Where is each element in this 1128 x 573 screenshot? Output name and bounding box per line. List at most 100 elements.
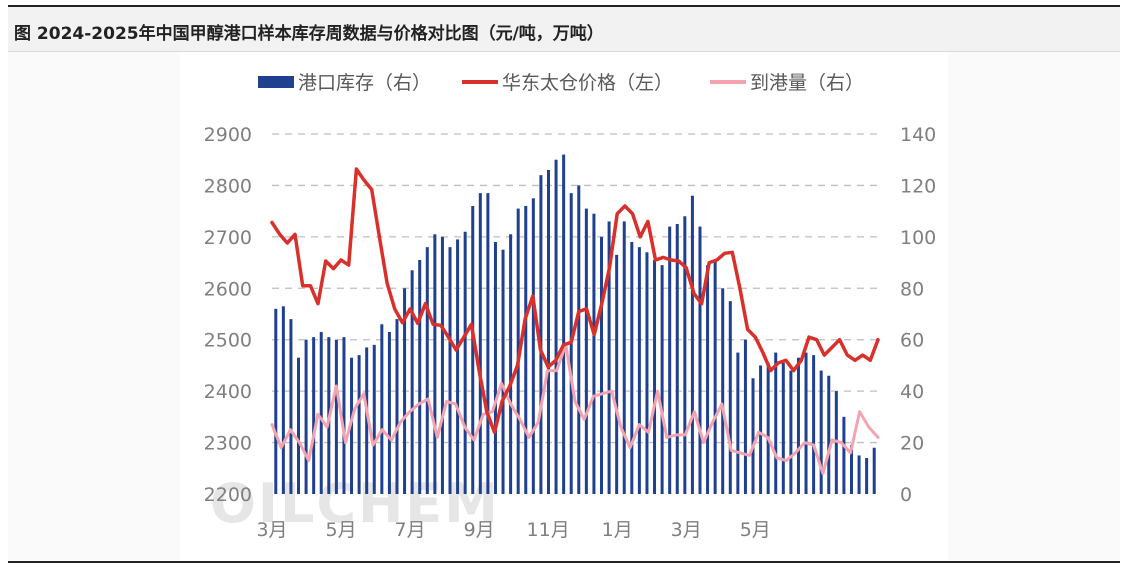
bar-inventory [509, 234, 513, 495]
bar-inventory [531, 198, 535, 495]
bar-inventory [357, 355, 361, 494]
chart-panel: OILCHEM 2900 2800 2700 2600 2500 2400 2300 2200… [180, 52, 948, 560]
bar-inventory [471, 206, 475, 494]
bar-inventory [819, 370, 823, 494]
bar-inventory [319, 332, 323, 494]
bar-inventory [637, 247, 641, 494]
bar-inventory [668, 226, 672, 495]
bar-inventory [448, 247, 452, 494]
x-axis-tick-label: 5月 [740, 519, 771, 541]
bar-inventory [872, 447, 876, 494]
right-axis-tick-label: 40 [900, 381, 924, 403]
bar-inventory [577, 185, 581, 494]
bar-inventory [766, 362, 770, 494]
line-price [270, 167, 880, 435]
bar-inventory [743, 339, 747, 494]
bar-inventory [759, 365, 763, 494]
line-series [270, 167, 880, 475]
bar-inventory [562, 154, 566, 495]
x-axis-tick-label: 5月 [325, 519, 356, 541]
axis-labels: 2900 2800 2700 2600 2500 2400 2300 2200 140 120 10… [204, 124, 937, 541]
bar-inventory [554, 159, 558, 494]
bar-inventory [736, 352, 740, 494]
legend-swatch-bar [258, 76, 294, 88]
bar-series-inventory [274, 154, 876, 495]
bar-inventory [607, 221, 611, 494]
bar-inventory [630, 242, 634, 494]
right-axis-tick-label: 60 [900, 330, 924, 352]
bar-inventory [456, 239, 460, 494]
bar-inventory [463, 231, 467, 494]
x-axis-tick-label: 1月 [602, 519, 633, 541]
left-axis-tick-label: 2700 [204, 227, 252, 249]
bar-inventory [312, 337, 316, 494]
bar-inventory [796, 357, 800, 494]
figure-title: 图 2024-2025年中国甲醇港口样本库存周数据与价格对比图（元/吨，万吨） [14, 24, 604, 44]
bar-inventory [281, 306, 285, 494]
bar-inventory [690, 195, 694, 494]
right-axis-tick-label: 100 [900, 227, 936, 249]
x-axis-tick-label: 3月 [671, 519, 702, 541]
bar-inventory [721, 288, 725, 494]
right-axis-tick-label: 80 [900, 278, 924, 300]
bar-inventory [403, 288, 407, 494]
chart-svg: OILCHEM 29002800270026002500240023002200… [204, 72, 937, 541]
bar-inventory [304, 339, 308, 494]
left-axis-tick-label: 2800 [204, 175, 252, 197]
bar-inventory [584, 208, 588, 495]
bar-inventory [622, 221, 626, 494]
bar-inventory [440, 236, 444, 494]
left-axis-tick-label: 2600 [204, 278, 252, 300]
bar-inventory [433, 234, 437, 495]
left-axis-tick-label: 2400 [204, 381, 252, 403]
left-axis-tick-label: 2200 [204, 484, 252, 506]
bar-inventory [615, 254, 619, 494]
left-axis-tick-label: 2300 [204, 433, 252, 455]
bar-inventory [289, 319, 293, 494]
bar-inventory [789, 370, 793, 494]
bar-inventory [660, 265, 664, 494]
x-axis-tick-label: 11月 [527, 519, 570, 541]
bar-inventory [334, 339, 338, 494]
top-rule [8, 5, 1120, 7]
right-axis-tick-label: 0 [900, 484, 912, 506]
bar-inventory [372, 344, 376, 494]
bar-inventory [387, 332, 391, 494]
bar-inventory [592, 213, 596, 494]
left-axis-tick-label: 2900 [204, 124, 252, 146]
legend: 港口库存（右） 华东太仓价格（左） 到港量（右） [258, 72, 864, 94]
bar-inventory [751, 378, 755, 494]
legend-label: 港口库存（右） [298, 72, 431, 94]
bar-inventory [713, 260, 717, 494]
line-arrivals [270, 343, 880, 475]
bar-inventory [410, 270, 414, 494]
right-margin-panel [948, 52, 1120, 560]
bar-inventory [827, 375, 831, 494]
bar-inventory [395, 319, 399, 494]
bar-inventory [418, 260, 422, 494]
x-axis-tick-label: 7月 [395, 519, 426, 541]
bar-inventory [380, 324, 384, 494]
bar-inventory [274, 308, 278, 494]
bar-inventory [698, 226, 702, 495]
bar-inventory [297, 357, 301, 494]
left-axis-tick-label: 2500 [204, 330, 252, 352]
bar-inventory [365, 347, 369, 494]
bar-inventory [501, 249, 505, 494]
bar-inventory [478, 193, 482, 494]
right-axis-tick-label: 20 [900, 433, 924, 455]
bar-inventory [425, 247, 429, 494]
gridlines [272, 133, 878, 444]
legend-label: 华东太仓价格（左） [502, 72, 673, 94]
bar-inventory [493, 242, 497, 494]
bar-inventory [645, 252, 649, 494]
bottom-rule [8, 561, 1120, 563]
bar-inventory [842, 416, 846, 494]
bar-inventory [546, 170, 550, 494]
bar-inventory [342, 337, 346, 494]
right-axis-tick-label: 140 [900, 124, 936, 146]
bar-inventory [706, 265, 710, 494]
left-margin-panel [8, 52, 180, 560]
bar-inventory [600, 236, 604, 494]
bar-inventory [812, 355, 816, 494]
